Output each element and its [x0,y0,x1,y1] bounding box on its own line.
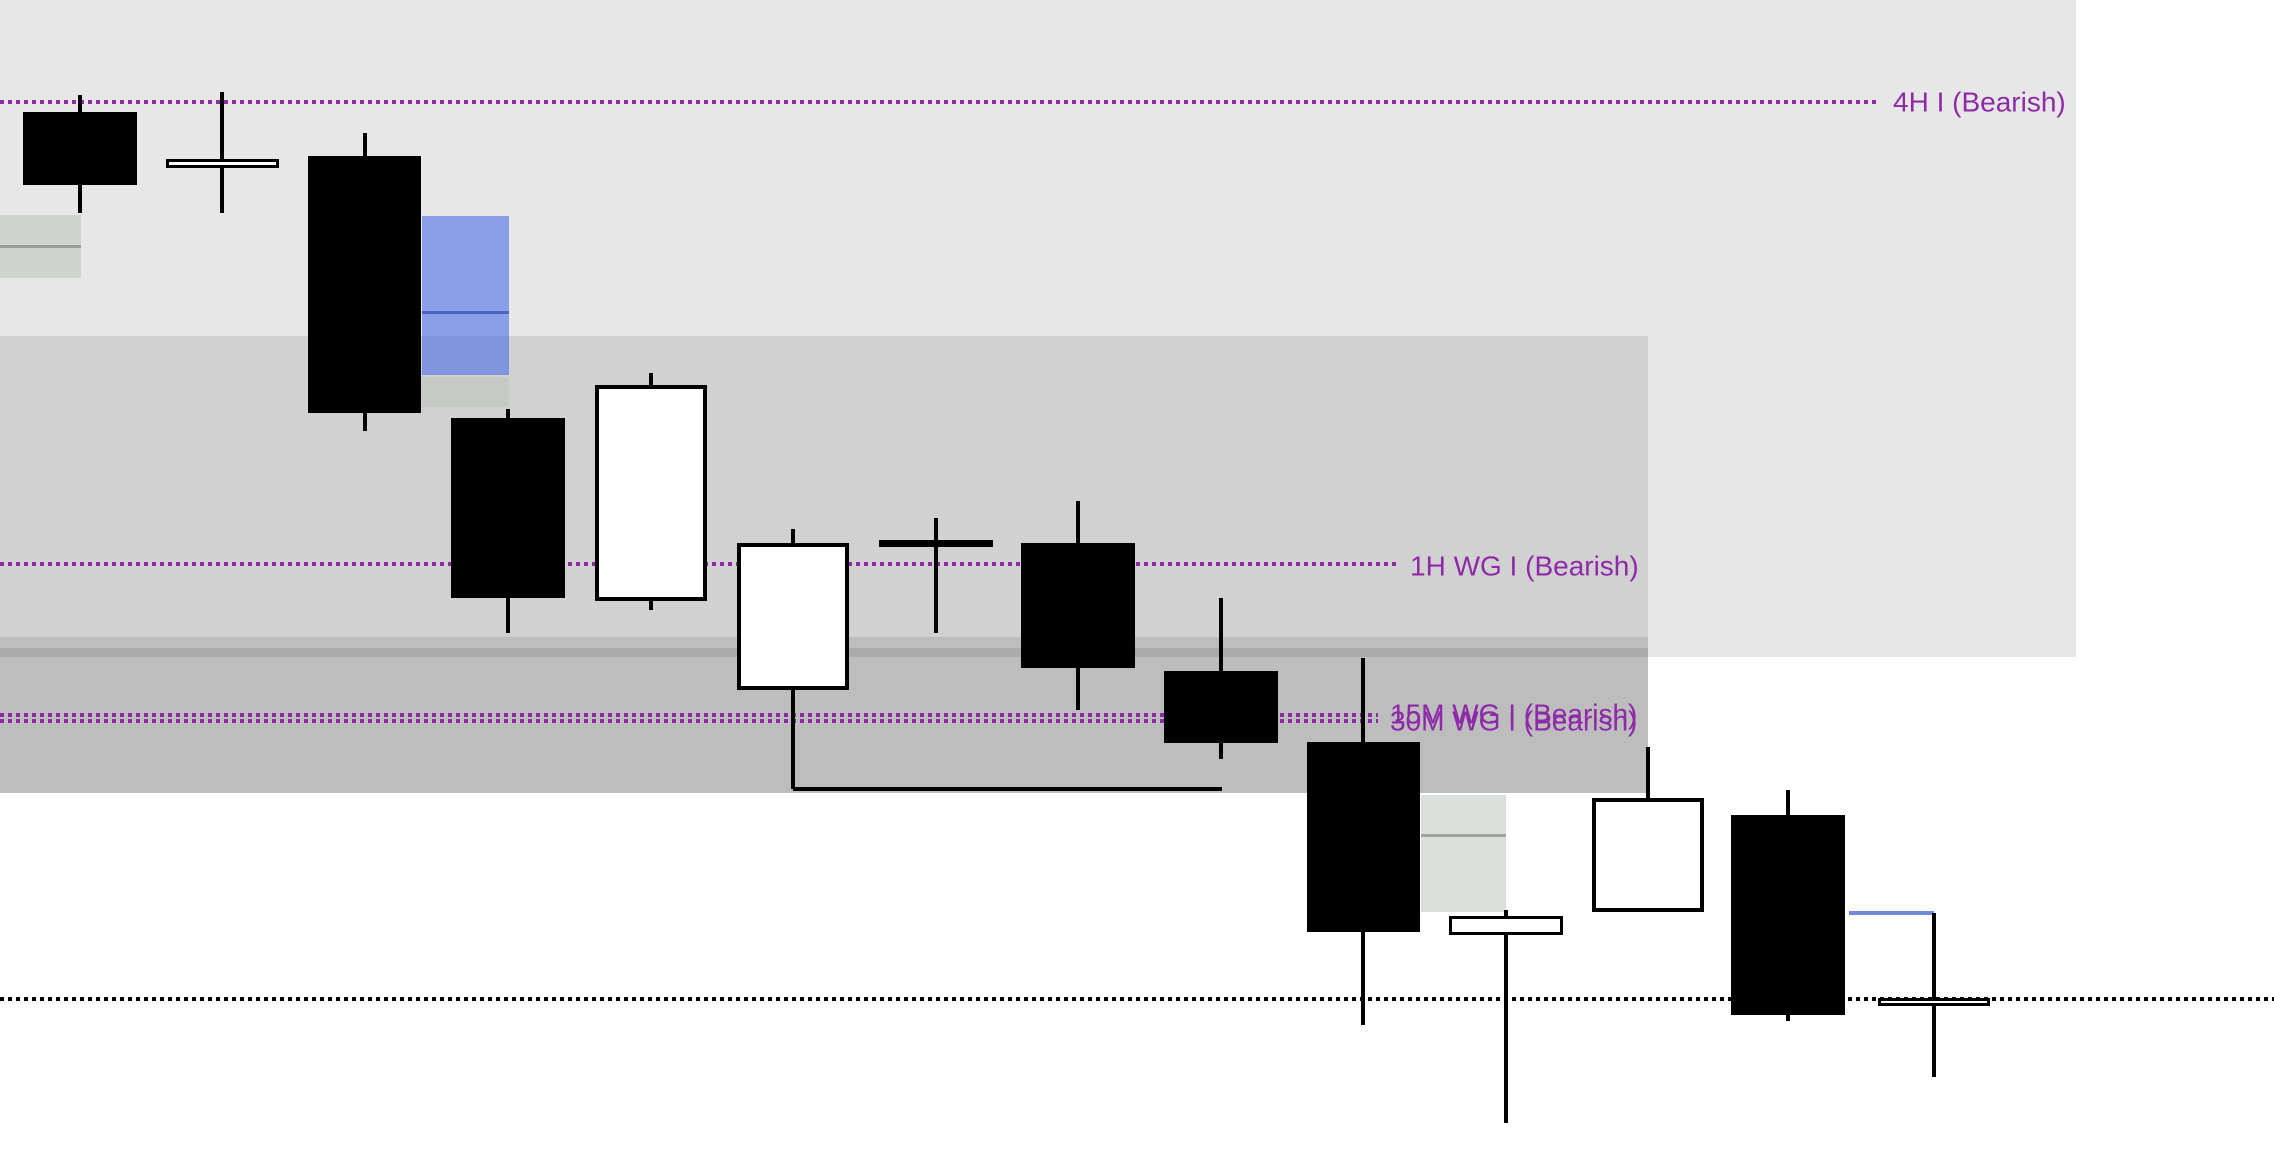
candle-2-wick [220,92,224,213]
sage-box-under-blue [422,377,509,407]
sage-box-left-midline [0,245,81,248]
candle-7-wick [934,518,938,633]
candle-1-body-black [23,112,137,185]
zone-label-1h: 1H WG I (Bearish) [1410,550,1639,582]
candle-14-body-white [1878,998,1990,1006]
candle-12-body-white [1592,798,1704,912]
candle-2-body-white [166,159,279,168]
midline-4h [0,100,1880,104]
candle-14-wick [1932,913,1936,1077]
candle-9-body-black [1164,671,1278,743]
candle-6-body-white [737,543,849,690]
zone-label-30m: 30M WG I (Bearish) [1390,705,1638,737]
midline-15m [0,713,1378,717]
candle-11-wick [1504,910,1508,1123]
candle-5-body-white [595,385,707,601]
candle-10-body-black [1307,742,1420,932]
sage-box-right-midline [1421,834,1506,837]
blue-open-line [1849,911,1934,915]
low-dotted-line [0,997,2274,1001]
blue-box [422,216,509,375]
zone-label-15m: 15M WG I (Bearish) [1390,698,1638,730]
candle-13-body-black [1731,815,1845,1015]
candle-7-body-black [879,540,993,547]
candle-8-body-black [1021,543,1135,668]
sage-box-right [1421,795,1506,912]
swing-low-line [793,787,1222,791]
candle-4-body-black [451,418,565,598]
candle-3-body-black [308,156,421,413]
blue-box-midline [422,311,509,314]
candle-11-body-white [1449,916,1563,935]
zone-label-4h: 4H I (Bearish) [1893,86,2066,118]
midline-30m [0,719,1378,723]
